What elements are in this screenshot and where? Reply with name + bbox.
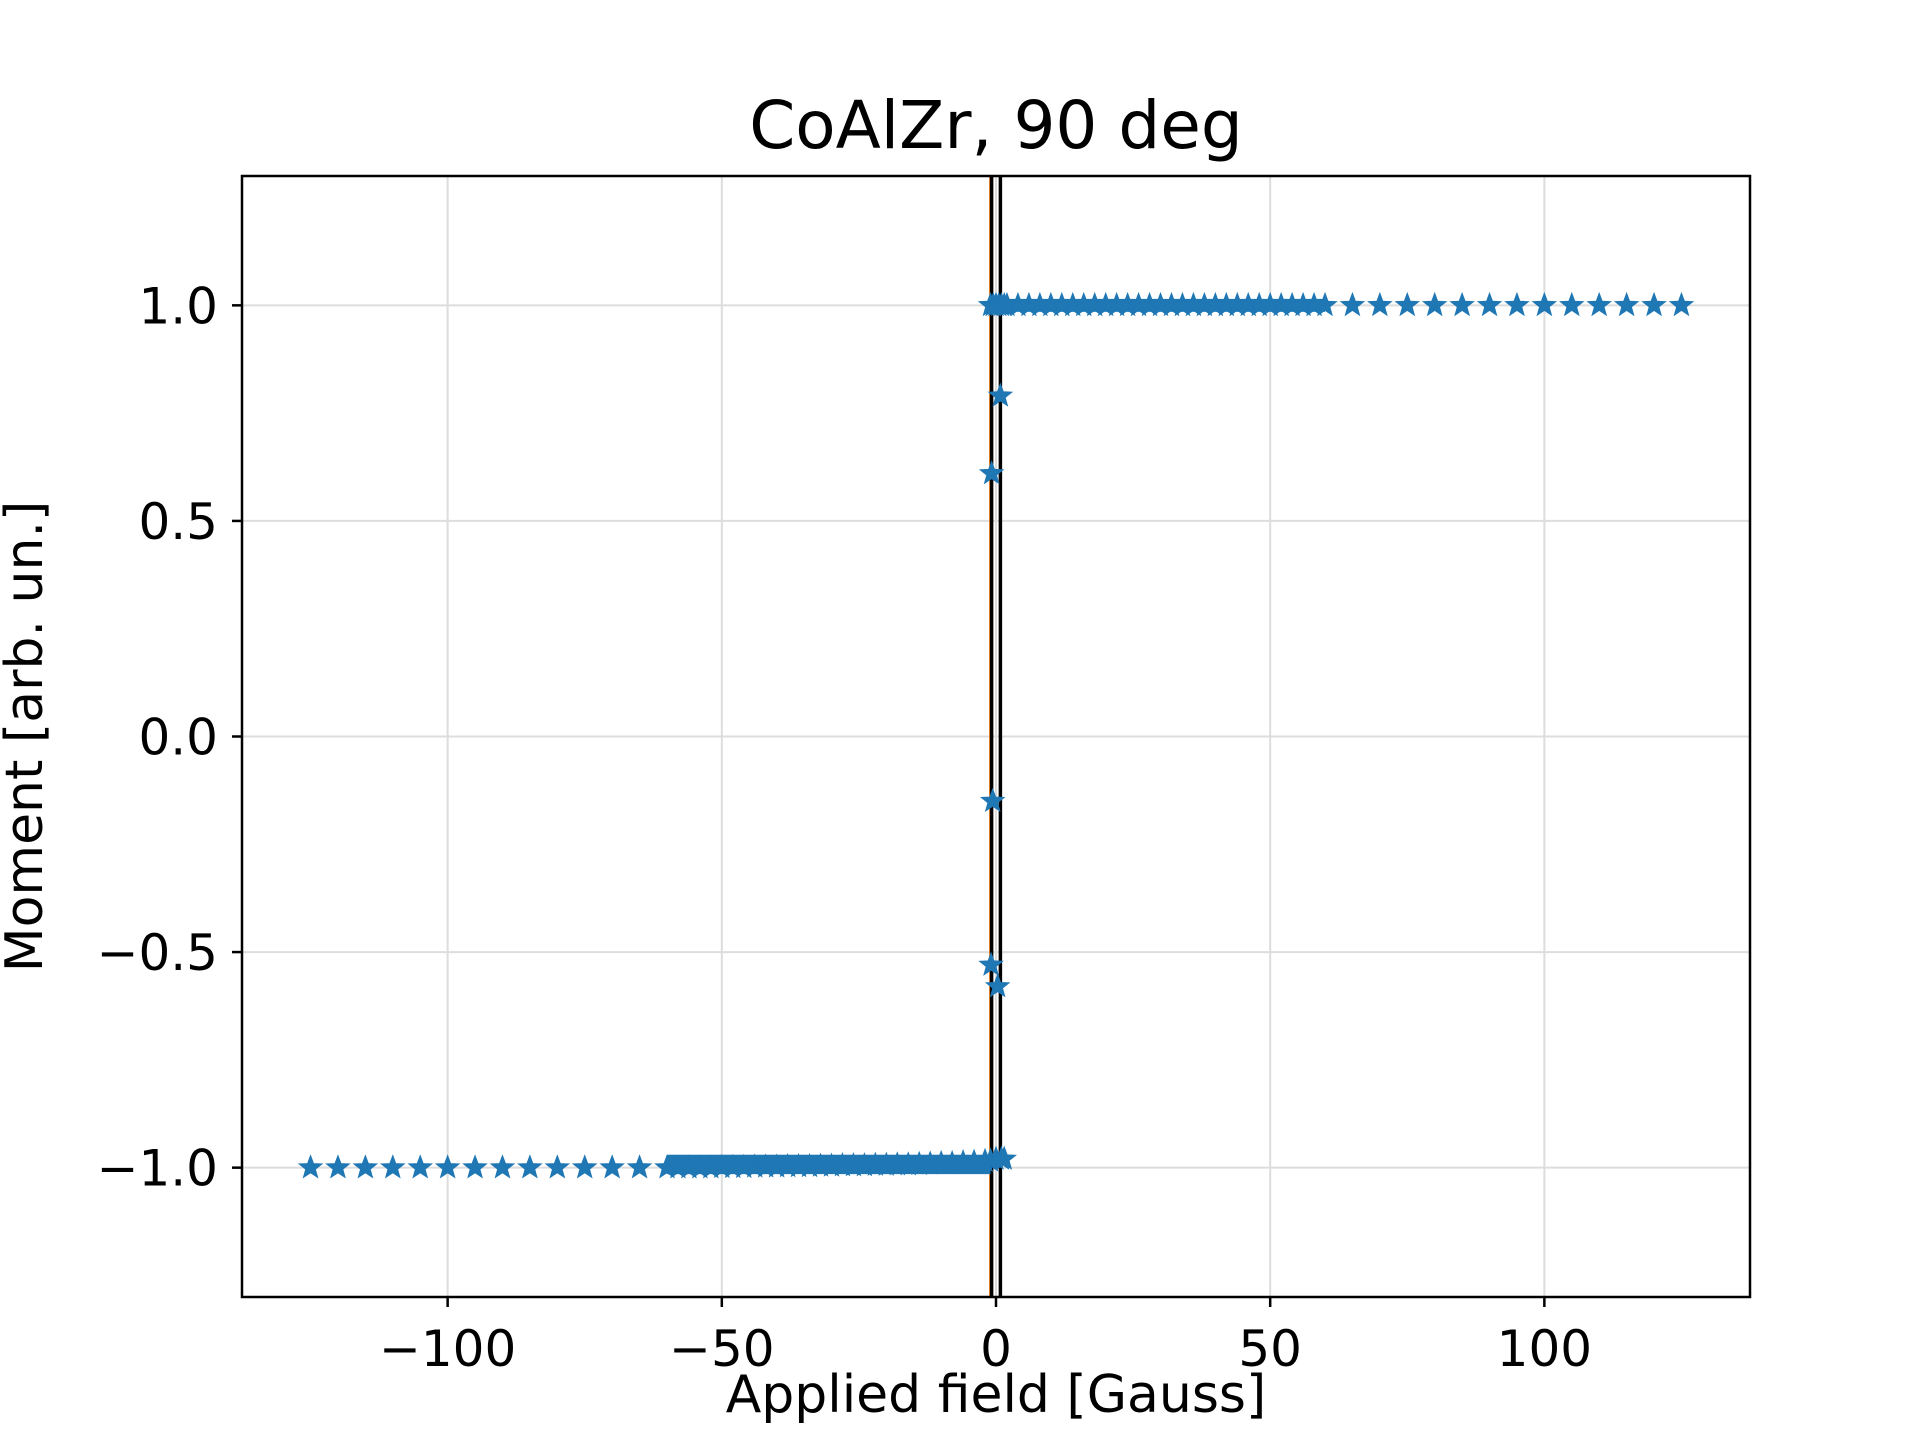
y-axis-ticks: −1.0 −0.5 0.0 0.5 1.0 (97, 277, 242, 1198)
data-point (1476, 291, 1503, 317)
data-point (1531, 291, 1558, 317)
data-points (297, 291, 1695, 1179)
x-axis-label: Applied field [Gauss] (726, 1365, 1267, 1425)
data-point (1339, 291, 1366, 317)
data-point (1586, 291, 1612, 317)
x-tick-label: 50 (1238, 1320, 1302, 1378)
data-point (325, 1154, 351, 1179)
data-point (1668, 291, 1695, 317)
vertical-lines (989, 176, 1003, 1297)
data-point (978, 951, 1004, 976)
data-point (462, 1154, 488, 1179)
x-tick-label: −100 (379, 1320, 516, 1378)
y-tick-label: −1.0 (97, 1140, 218, 1198)
data-point (599, 1154, 625, 1179)
data-point (489, 1154, 516, 1179)
data-point (991, 1145, 1017, 1170)
data-point (1641, 291, 1667, 317)
y-tick-label: 0.5 (138, 493, 218, 551)
data-point (297, 1154, 324, 1179)
data-point (984, 973, 1011, 998)
data-point (407, 1154, 433, 1179)
x-axis-ticks: −100 −50 0 50 100 (379, 1297, 1592, 1378)
data-point (1312, 291, 1338, 317)
data-point (1394, 291, 1421, 317)
data-point (571, 1154, 598, 1179)
x-tick-label: 0 (980, 1320, 1012, 1378)
data-point (978, 460, 1005, 485)
data-point (434, 1154, 461, 1179)
x-tick-label: −50 (669, 1320, 775, 1378)
y-tick-label: 1.0 (138, 277, 218, 335)
y-tick-label: −0.5 (97, 924, 218, 982)
chart-title: CoAlZr, 90 deg (749, 87, 1243, 164)
y-axis-label: Moment [arb. un.] (0, 501, 55, 973)
data-point (1367, 291, 1393, 317)
data-point (352, 1154, 379, 1179)
data-point (1559, 291, 1585, 317)
data-point (626, 1154, 653, 1179)
data-point (1613, 291, 1640, 317)
data-point (987, 382, 1014, 407)
data-point (1421, 291, 1448, 317)
data-point (380, 1154, 406, 1179)
data-point (1504, 291, 1530, 317)
data-point (979, 787, 1006, 813)
data-point (1449, 291, 1475, 317)
y-tick-label: 0.0 (138, 709, 218, 767)
data-point (544, 1154, 571, 1179)
x-tick-label: 100 (1497, 1320, 1592, 1378)
data-point (517, 1154, 543, 1179)
